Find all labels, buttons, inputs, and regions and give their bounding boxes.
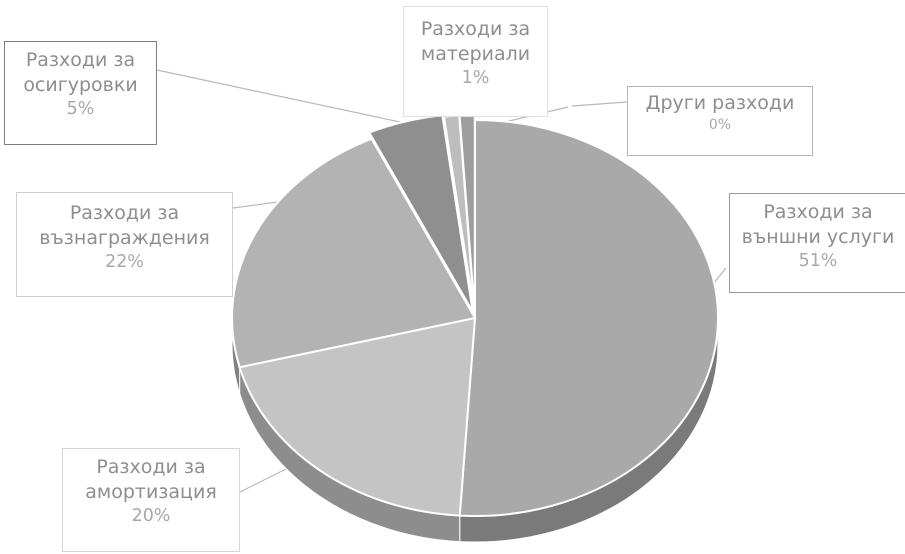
slice-vaznagrazhdeniya bbox=[231, 137, 477, 369]
label-category: Разходи за bbox=[69, 202, 180, 224]
leader-line-6 bbox=[571, 101, 628, 107]
label-category: Други разходи bbox=[645, 92, 795, 114]
leader-line-3 bbox=[232, 201, 279, 209]
label-category-2: материали bbox=[420, 43, 531, 66]
label-vanshni-uslugi: Разходи за външни услуги 51% bbox=[729, 193, 905, 293]
label-percent: 20% bbox=[131, 506, 171, 527]
pie-slices bbox=[231, 114, 719, 517]
leader-line-4 bbox=[156, 69, 401, 123]
label-percent: 0% bbox=[708, 117, 732, 134]
label-category-2: външни услуги bbox=[741, 226, 895, 249]
label-category: Разходи за bbox=[763, 201, 873, 223]
label-category-2: възнаграждения bbox=[39, 227, 210, 250]
slice-amortizatsiya bbox=[238, 316, 477, 517]
label-category: Разходи за bbox=[96, 456, 206, 478]
label-osigurovki: Разходи за осигуровки 5% bbox=[4, 41, 157, 145]
slice-vanshni-uslugi bbox=[458, 118, 719, 517]
label-percent: 5% bbox=[66, 99, 95, 120]
label-category: Разходи за bbox=[420, 18, 531, 40]
label-category-2: амортизация bbox=[85, 481, 217, 504]
label-category-2: осигуровки bbox=[23, 74, 138, 97]
label-percent: 51% bbox=[798, 251, 838, 272]
label-category: Разходи за bbox=[25, 49, 136, 71]
label-amortizatsiya: Разходи за амортизация 20% bbox=[62, 448, 240, 552]
label-vaznagrazhdeniya: Разходи за възнаграждения 22% bbox=[16, 192, 233, 297]
label-materiali: Разходи за материали 1% bbox=[403, 6, 548, 117]
label-percent: 22% bbox=[105, 252, 144, 273]
label-percent: 1% bbox=[461, 68, 490, 89]
label-drugi-razhodi: Други разходи 0% bbox=[627, 86, 813, 156]
